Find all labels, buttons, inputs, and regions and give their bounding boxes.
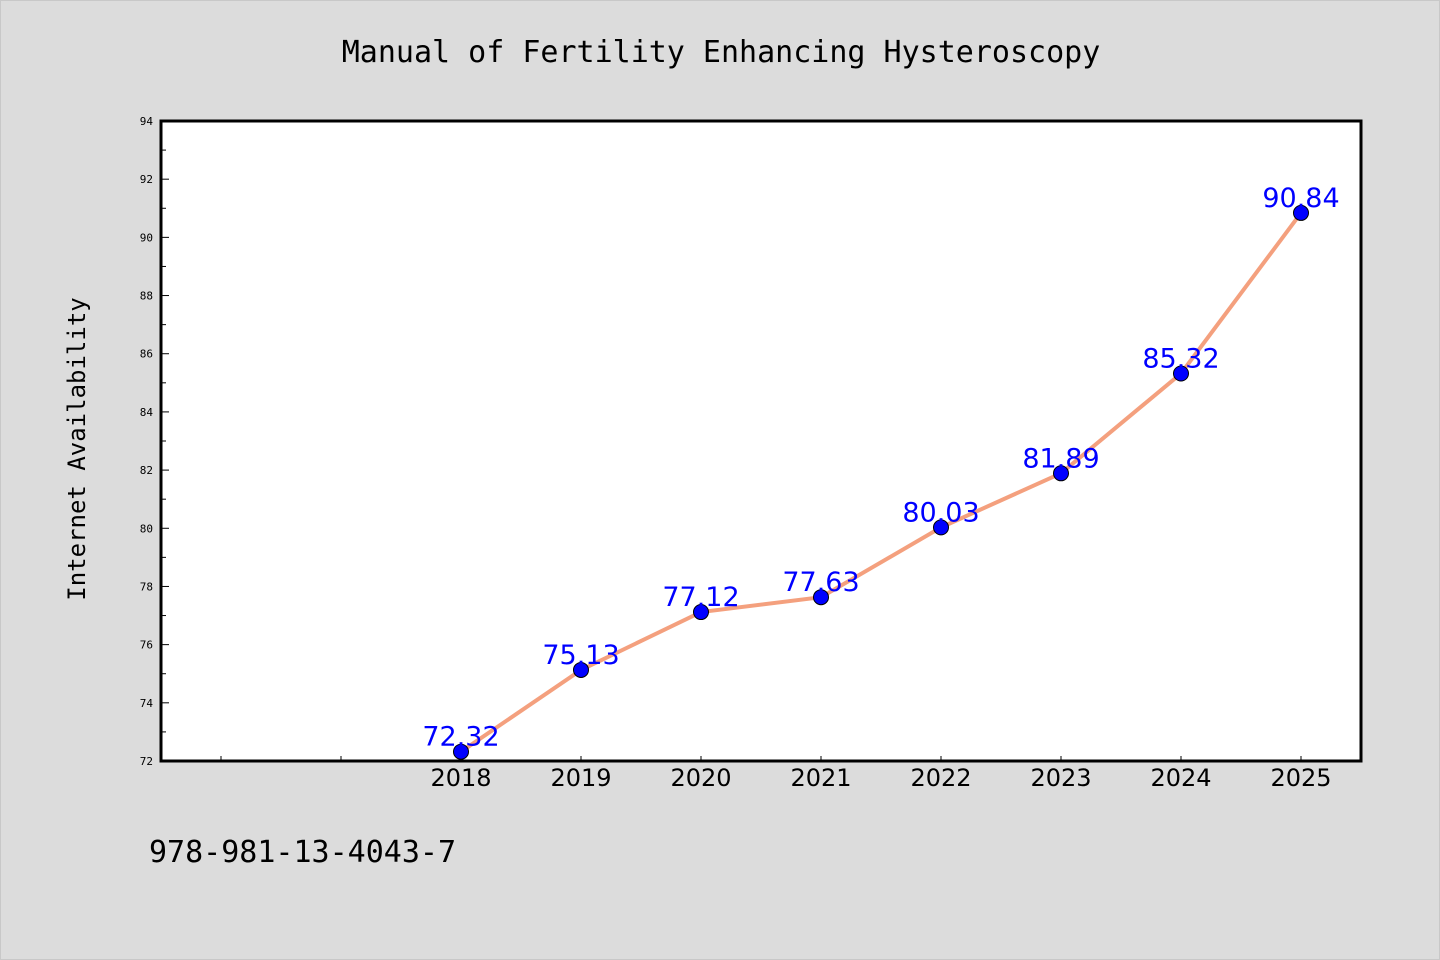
y-tick-label: 84: [140, 406, 154, 419]
x-tick-label: 2020: [670, 764, 731, 792]
data-labels: 72.32 75.13 77.12 77.63 80.03 81.89 85.32 90.84: [422, 183, 1339, 753]
data-label: 77.63: [782, 567, 859, 598]
y-tick-label: 80: [140, 522, 153, 535]
y-tick-label: 88: [140, 290, 153, 303]
data-point: [453, 743, 469, 760]
data-label: 72.32: [422, 722, 499, 753]
y-tick-label: 90: [140, 231, 153, 244]
x-tick-label: 2021: [790, 764, 851, 792]
y-tick-label: 72: [140, 755, 153, 768]
y-tick-label: 94: [140, 115, 154, 128]
data-point: [933, 519, 949, 536]
y-tick-label: 92: [140, 173, 153, 186]
x-tick-label: 2019: [550, 764, 611, 792]
x-tick-label: 2018: [430, 764, 491, 792]
data-point: [1053, 465, 1069, 482]
y-axis: 72 74 76 78 80 82 84 86 88 90 92 94: [140, 115, 169, 768]
data-point: [693, 604, 709, 621]
data-point: [1293, 204, 1309, 221]
x-tick-label: 2023: [1030, 764, 1091, 792]
y-tick-label: 78: [140, 580, 153, 593]
y-tick-label: 86: [140, 348, 153, 361]
isbn-text: 978-981-13-4043-7: [149, 835, 457, 870]
x-tick-label: 2022: [910, 764, 971, 792]
y-tick-label: 82: [140, 464, 153, 477]
x-tick-label: 2025: [1270, 764, 1331, 792]
series-line: [459, 211, 1303, 754]
y-tick-label: 74: [140, 697, 154, 710]
data-point: [573, 661, 589, 678]
data-label: 77.12: [662, 582, 739, 613]
data-label: 80.03: [902, 497, 979, 528]
data-point: [1173, 365, 1189, 382]
data-label: 81.89: [1022, 443, 1099, 474]
data-label: 75.13: [542, 640, 619, 671]
data-point: [813, 589, 829, 606]
chart-title: Manual of Fertility Enhancing Hysterosco…: [341, 35, 1101, 70]
x-axis: 2018 2019 2020 2021 2022 2023 2024 2025: [220, 756, 1332, 792]
data-label: 90.84: [1262, 183, 1339, 214]
plot-area: [159, 119, 1363, 763]
data-label: 85.32: [1142, 344, 1219, 375]
y-tick-label: 76: [140, 639, 153, 652]
x-tick-label: 2024: [1150, 764, 1211, 792]
series-markers: [453, 204, 1309, 760]
